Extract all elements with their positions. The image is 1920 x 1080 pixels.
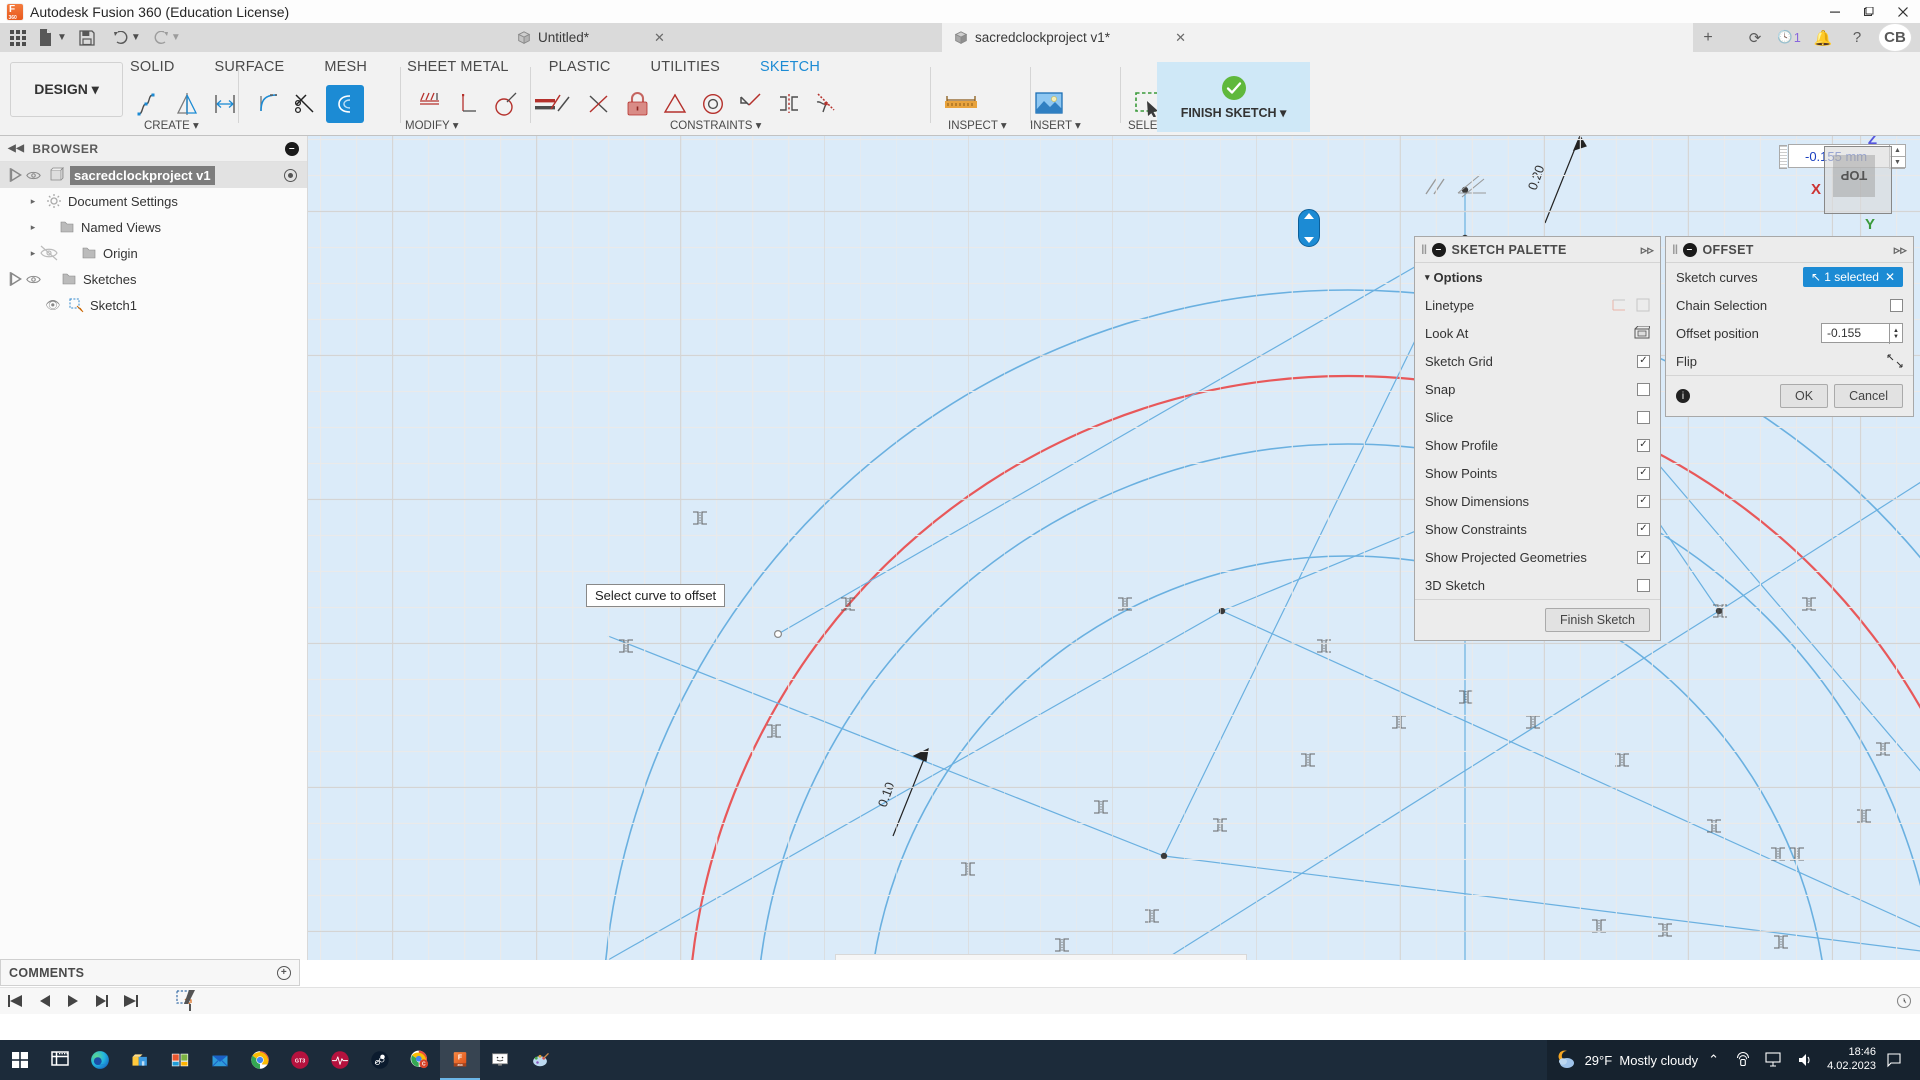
- svg-text:GT3: GT3: [295, 1059, 305, 1065]
- svg-text:360: 360: [457, 1063, 462, 1067]
- svg-text:C: C: [422, 1062, 426, 1068]
- svg-text:F: F: [458, 1055, 462, 1062]
